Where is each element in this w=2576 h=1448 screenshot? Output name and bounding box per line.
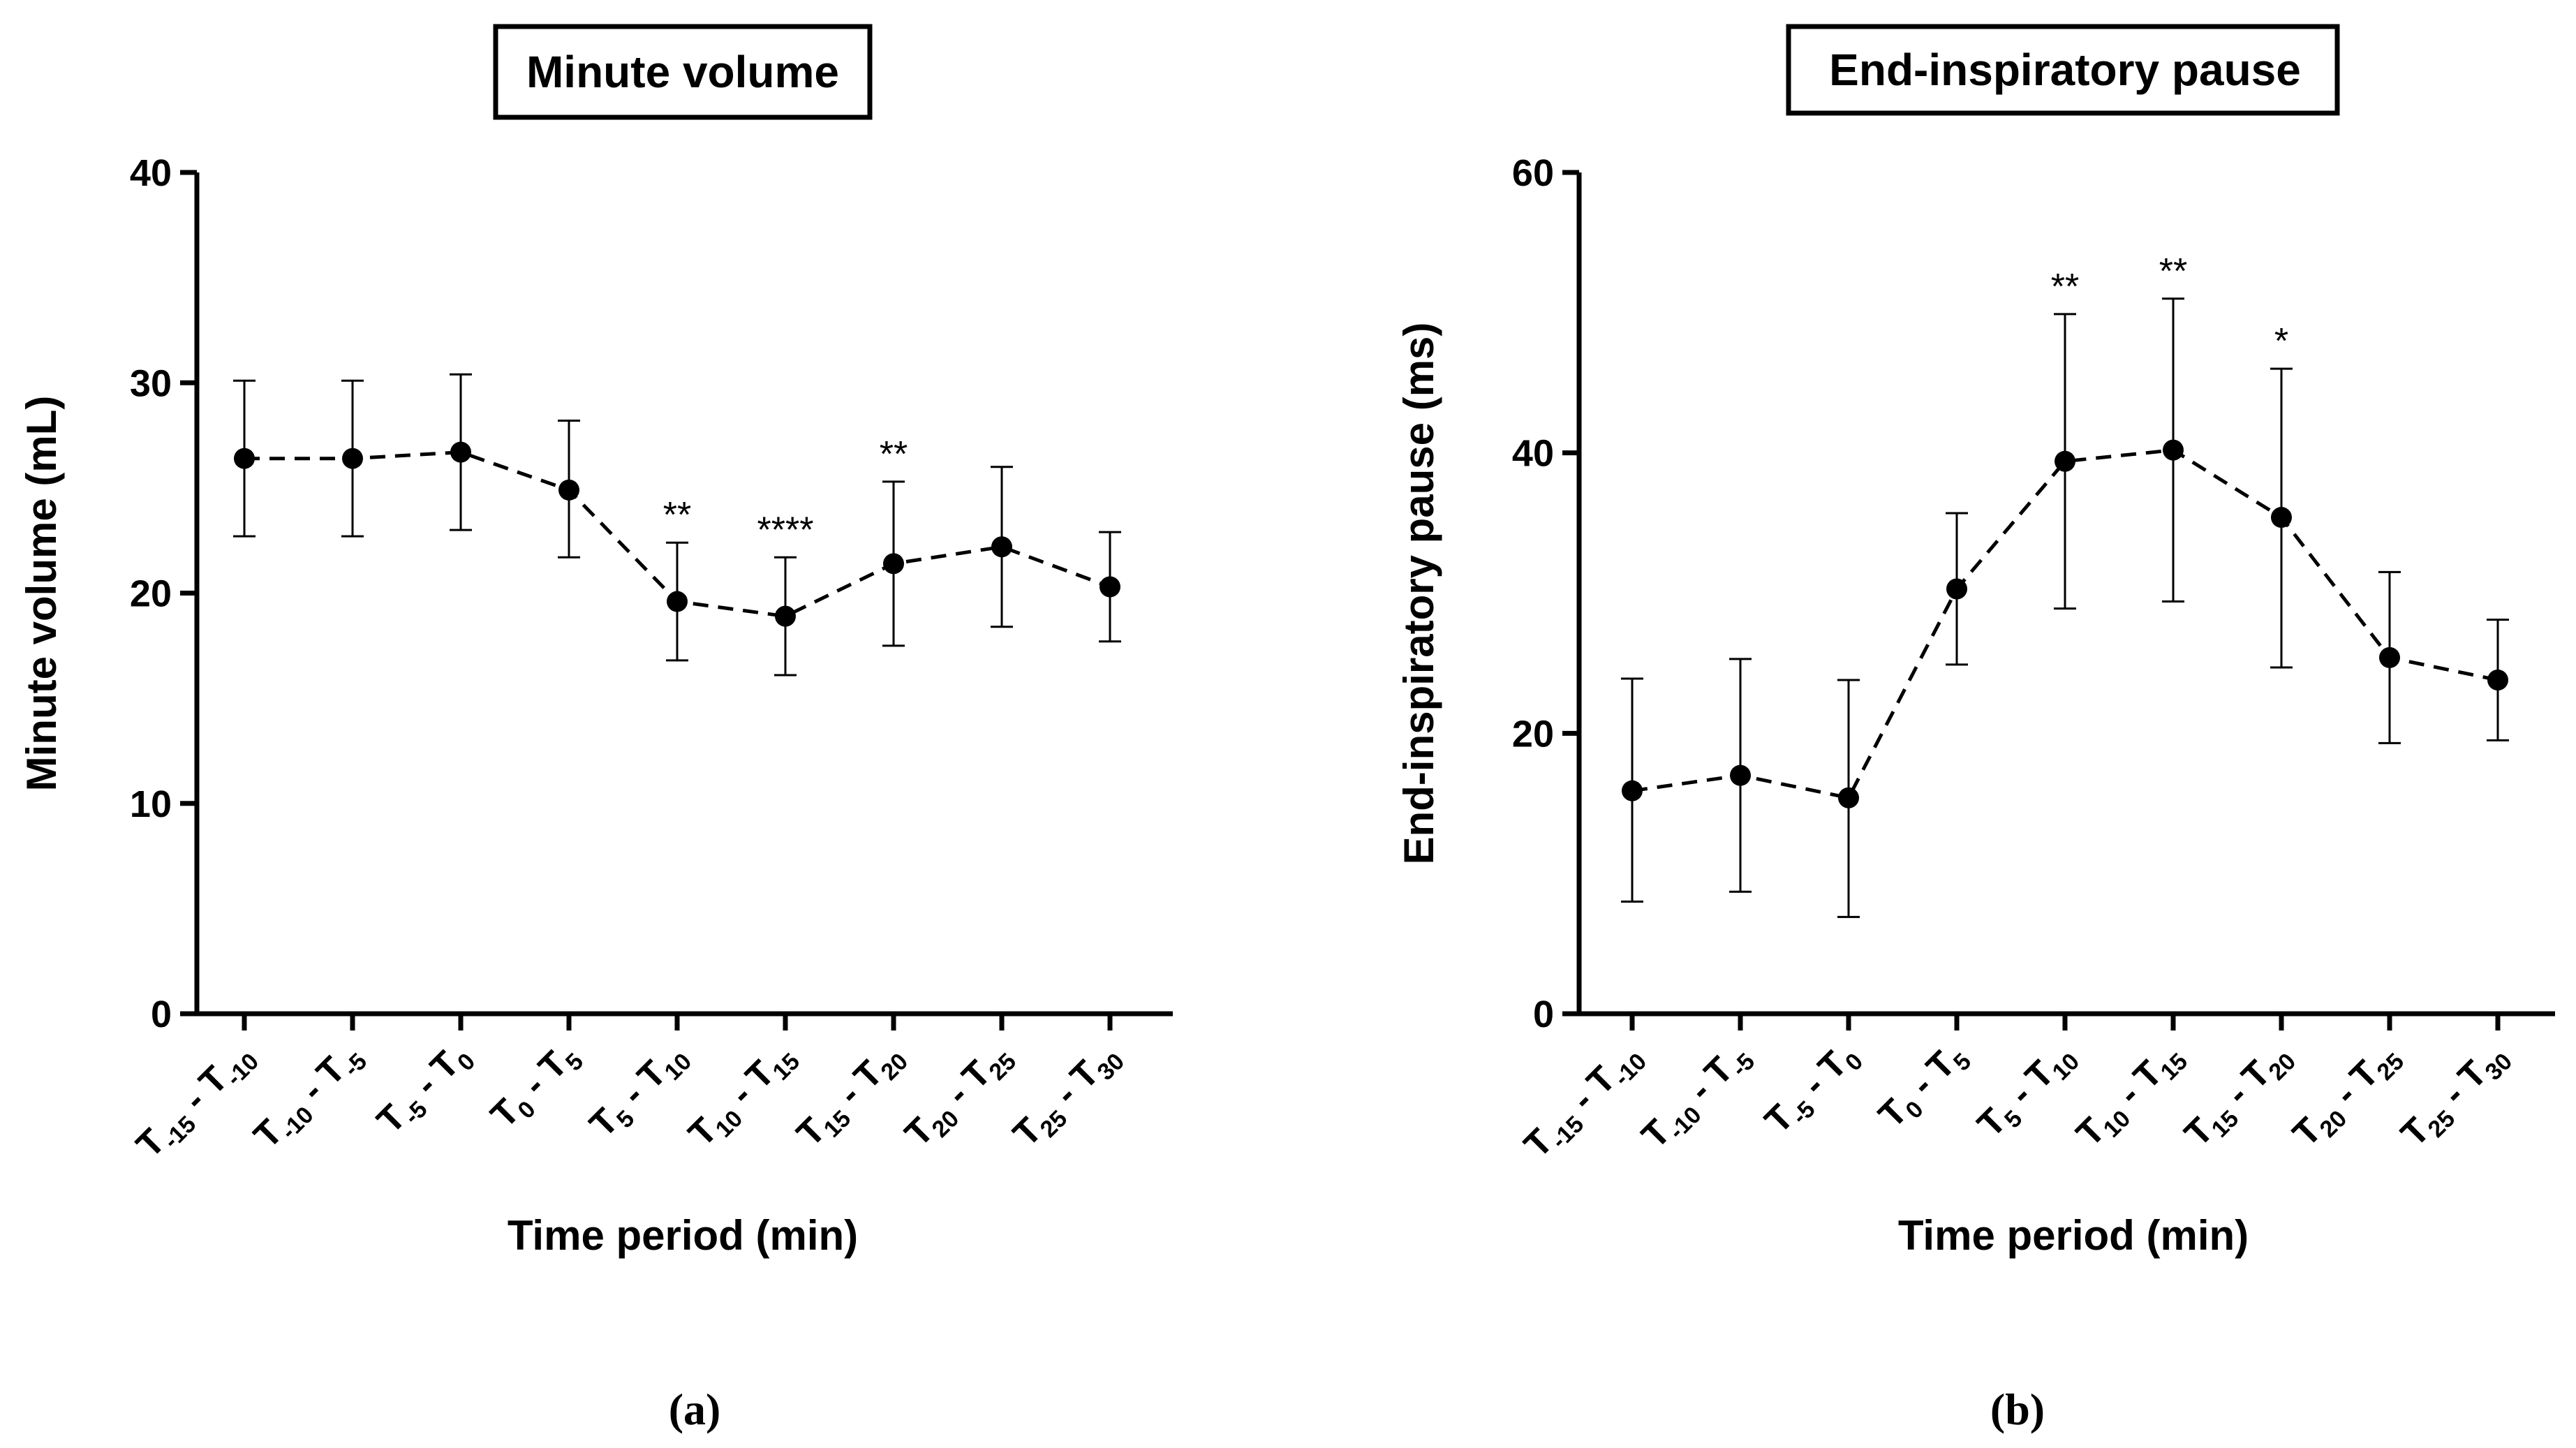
data-point — [883, 553, 904, 575]
significance-marker: ** — [663, 495, 691, 535]
x-tick-label: T0 - T5 — [1871, 1034, 1976, 1139]
x-tick-label: T-15 - T-10 — [128, 1034, 264, 1169]
data-point — [667, 591, 688, 612]
panel-label: (b) — [1990, 1384, 2045, 1434]
data-point — [2055, 450, 2075, 472]
significance-marker: ** — [2051, 267, 2079, 307]
chart-title: Minute volume — [526, 47, 839, 97]
x-tick-label: T15 - T20 — [2177, 1034, 2301, 1158]
data-point — [1622, 780, 1643, 801]
x-tick-label: T10 - T15 — [681, 1034, 805, 1158]
x-tick-label: T15 - T20 — [789, 1034, 913, 1158]
x-tick-label: T20 - T25 — [2285, 1034, 2409, 1158]
title-box — [493, 24, 873, 120]
x-tick-label: T-10 - T-5 — [1634, 1034, 1760, 1160]
x-axis-label: Time period (min) — [508, 1212, 858, 1259]
data-point — [1946, 578, 1967, 600]
y-tick-label: 20 — [1512, 713, 1554, 755]
data-point — [234, 448, 255, 469]
data-point — [342, 448, 363, 469]
data-point — [775, 605, 796, 627]
x-tick-label: T-10 - T-5 — [246, 1034, 372, 1160]
y-tick-label: 10 — [130, 783, 172, 825]
x-tick-label: T-15 - T-10 — [1516, 1034, 1652, 1169]
y-tick-label: 20 — [130, 573, 172, 615]
x-tick-label: T25 - T30 — [1005, 1034, 1130, 1158]
y-tick-label: 40 — [130, 152, 172, 194]
data-point — [991, 536, 1012, 558]
significance-marker: ** — [2159, 251, 2187, 292]
data-point — [2487, 670, 2508, 691]
data-point — [1730, 764, 1751, 786]
panel-label: (a) — [669, 1384, 721, 1434]
significance-marker: **** — [757, 510, 814, 550]
y-tick-label: 0 — [151, 993, 172, 1035]
panel-a: Minute volume 0 10 20 30 40 Minute volume (mL)… — [18, 24, 1173, 1434]
y-tick-label: 40 — [1512, 433, 1554, 475]
title-box — [1786, 24, 2340, 116]
x-tick-label: T-5 - T0 — [1757, 1034, 1868, 1145]
y-tick-label: 30 — [130, 362, 172, 404]
x-tick-label: T0 - T5 — [483, 1034, 589, 1139]
data-point — [450, 441, 471, 463]
data-point — [2379, 647, 2400, 668]
x-tick-label: T-5 - T0 — [369, 1034, 480, 1145]
y-axis-label: End-inspiratory pause (ms) — [1396, 323, 1442, 865]
x-tick-label: T5 - T10 — [582, 1034, 697, 1148]
x-tick-label: T20 - T25 — [897, 1034, 1021, 1158]
x-axis-label: Time period (min) — [1898, 1212, 2249, 1259]
significance-marker: * — [2274, 321, 2288, 362]
data-point — [558, 479, 579, 501]
data-point — [2163, 439, 2184, 461]
y-tick-label: 0 — [1533, 993, 1554, 1035]
data-point — [1838, 787, 1859, 808]
y-tick-label: 60 — [1512, 152, 1554, 194]
panel-b: End-inspiratory pause 0 20 40 60 End-inspirat… — [1396, 24, 2555, 1434]
data-point — [2271, 507, 2292, 529]
significance-marker: ** — [880, 434, 908, 475]
x-tick-label: T10 - T15 — [2068, 1034, 2193, 1158]
x-tick-label: T25 - T30 — [2393, 1034, 2517, 1158]
chart-title: End-inspiratory pause — [1829, 45, 2301, 95]
data-point — [1100, 576, 1120, 598]
x-tick-label: T5 - T10 — [1970, 1034, 2085, 1148]
y-axis-label: Minute volume (mL) — [18, 396, 65, 792]
